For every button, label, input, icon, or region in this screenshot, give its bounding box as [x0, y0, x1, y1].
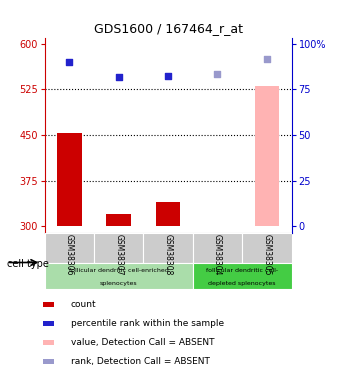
Point [67, 59, 72, 65]
Bar [43, 302, 54, 307]
Point [215, 71, 220, 77]
Text: GSM38304: GSM38304 [213, 234, 222, 275]
Text: value, Detection Call = ABSENT: value, Detection Call = ABSENT [71, 338, 214, 347]
Text: GSM38306: GSM38306 [65, 234, 74, 275]
Bar [94, 232, 143, 263]
Bar [43, 359, 54, 364]
Point [264, 56, 270, 62]
Bar [45, 232, 94, 263]
Text: GSM38308: GSM38308 [164, 234, 173, 275]
Text: count: count [71, 300, 96, 309]
Text: depleted splenocytes: depleted splenocytes [209, 280, 276, 286]
Bar [156, 202, 180, 226]
Text: follicular dendritic cell-enriched: follicular dendritic cell-enriched [69, 268, 168, 273]
Title: GDS1600 / 167464_r_at: GDS1600 / 167464_r_at [94, 22, 243, 35]
Point [165, 73, 171, 79]
Bar [242, 232, 292, 263]
Bar [45, 263, 193, 289]
Text: rank, Detection Call = ABSENT: rank, Detection Call = ABSENT [71, 357, 210, 366]
Text: percentile rank within the sample: percentile rank within the sample [71, 320, 224, 328]
Bar [57, 133, 82, 226]
Bar [255, 86, 279, 226]
Point [116, 74, 121, 80]
Text: GSM38305: GSM38305 [262, 234, 271, 275]
Bar [143, 232, 193, 263]
Text: cell type: cell type [7, 260, 49, 269]
Bar [106, 214, 131, 226]
Bar [43, 340, 54, 345]
Text: splenocytes: splenocytes [100, 280, 138, 286]
Bar [43, 321, 54, 326]
Bar [193, 263, 292, 289]
Text: GSM38307: GSM38307 [114, 234, 123, 275]
Bar [193, 232, 242, 263]
Text: follicular dendritic cell-: follicular dendritic cell- [206, 268, 278, 273]
